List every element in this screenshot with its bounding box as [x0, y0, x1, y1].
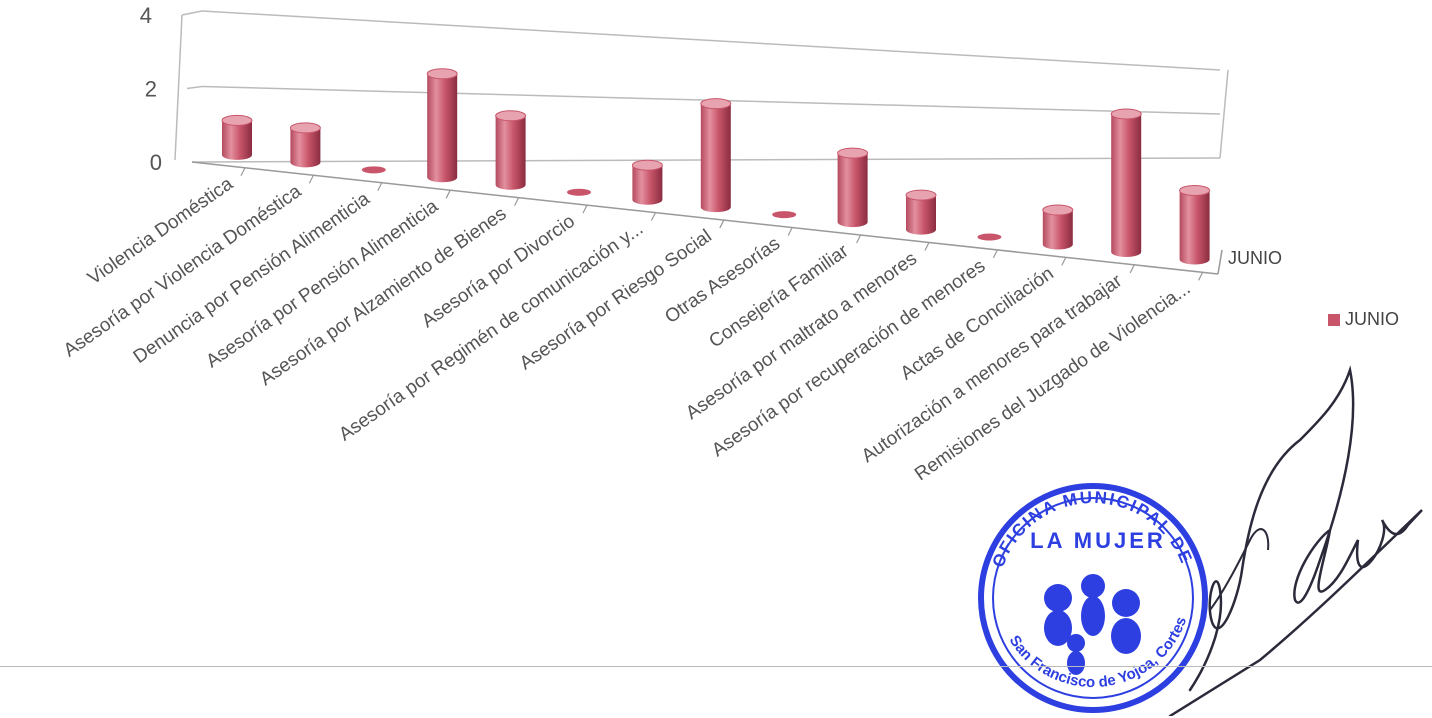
signature	[1168, 365, 1423, 716]
bar	[221, 114, 253, 160]
y-axis: 0 2 4	[140, 3, 162, 175]
x-tick	[377, 182, 383, 191]
wall-edge	[1219, 69, 1229, 159]
bar	[361, 166, 386, 174]
gridline	[201, 10, 1221, 71]
gridline	[186, 85, 203, 90]
floor-edge	[191, 161, 1219, 275]
y-tick-label: 0	[150, 150, 162, 175]
bar	[426, 68, 458, 183]
y-tick-label: 2	[145, 77, 157, 102]
stamp-center-text: LA MUJER	[1030, 528, 1166, 553]
floor-edge	[1217, 249, 1223, 275]
legend: JUNIO	[1328, 309, 1399, 330]
bar	[1179, 184, 1211, 265]
legend-swatch	[1328, 313, 1340, 326]
bar	[631, 159, 663, 205]
y-axis-line	[174, 14, 183, 161]
x-tick	[1198, 272, 1204, 281]
x-tick-label: Violencia Doméstica	[84, 173, 237, 289]
bar	[567, 188, 591, 196]
bar	[837, 147, 869, 228]
bar	[977, 233, 1002, 241]
x-tick	[992, 249, 998, 259]
x-tick	[650, 212, 656, 221]
x-tick	[514, 197, 520, 206]
x-tick-label: Consejería Familiar	[705, 240, 853, 352]
stamp-figures-icon	[1044, 574, 1141, 675]
legend-label: JUNIO	[1345, 309, 1399, 329]
bar	[700, 98, 732, 213]
x-tick	[719, 219, 725, 229]
bar	[1110, 108, 1142, 257]
bar	[772, 211, 797, 219]
bar-series	[221, 68, 1211, 265]
official-stamp: OFICINA MUNICIPAL DE San Francisco de Yo…	[978, 483, 1208, 713]
depth-axis-label: JUNIO	[1228, 248, 1282, 268]
y-tick-label: 4	[140, 3, 152, 28]
page-divider	[0, 666, 1432, 667]
x-tick	[445, 189, 451, 199]
bar	[289, 122, 321, 168]
gridline	[181, 10, 203, 16]
x-tick	[582, 204, 588, 214]
x-tick	[856, 234, 862, 244]
x-tick	[1061, 257, 1067, 266]
bar	[495, 110, 527, 190]
x-tick	[924, 242, 930, 251]
bar	[905, 189, 937, 235]
chart-grid	[174, 10, 1229, 281]
x-tick	[1129, 264, 1135, 274]
x-tick	[240, 167, 246, 177]
x-tick	[787, 227, 793, 236]
bar	[1042, 204, 1074, 250]
x-tick	[308, 174, 314, 184]
